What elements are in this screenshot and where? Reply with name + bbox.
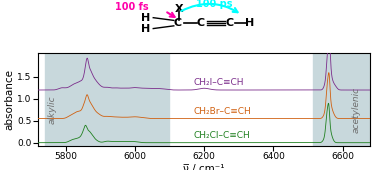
Text: CH₂I–C≡CH: CH₂I–C≡CH — [194, 78, 244, 87]
Text: alkylic: alkylic — [47, 95, 56, 124]
Text: 100 ps: 100 ps — [196, 0, 232, 9]
Text: C: C — [197, 18, 205, 28]
Bar — [313, 53, 372, 146]
Y-axis label: absorbance: absorbance — [5, 69, 14, 130]
Text: C: C — [225, 18, 233, 28]
Bar — [45, 53, 169, 146]
Text: H: H — [141, 24, 151, 33]
Text: H: H — [141, 13, 151, 23]
Text: acetylenic: acetylenic — [352, 87, 360, 133]
Text: C: C — [174, 18, 182, 28]
Text: X: X — [175, 4, 183, 14]
Text: CH₂Br–C≡CH: CH₂Br–C≡CH — [194, 107, 251, 116]
Text: H: H — [245, 18, 254, 28]
Text: 100 fs: 100 fs — [115, 2, 148, 12]
X-axis label: ν̅ / cm⁻¹: ν̅ / cm⁻¹ — [183, 164, 225, 170]
Text: CH₂Cl–C≡CH: CH₂Cl–C≡CH — [194, 131, 251, 140]
